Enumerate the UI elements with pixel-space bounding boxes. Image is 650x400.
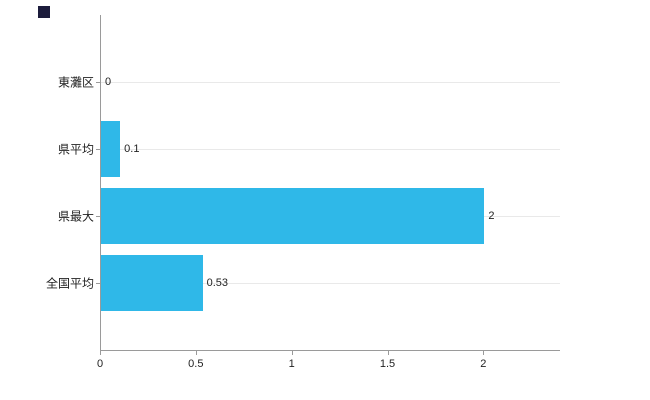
- gridline: [100, 81, 560, 83]
- y-axis-tick: [96, 149, 100, 150]
- value-label: 0.1: [124, 143, 140, 155]
- category-label: 全国平均: [45, 276, 94, 291]
- gridline: [100, 282, 560, 284]
- y-axis-tick: [96, 216, 100, 217]
- y-axis-line: [100, 15, 101, 350]
- x-axis-tick: [387, 350, 389, 355]
- x-tick-label: 0.5: [188, 358, 204, 370]
- y-axis-tick: [96, 283, 100, 284]
- gridline: [100, 148, 560, 150]
- legend-marker-icon: [38, 6, 50, 18]
- bar: [101, 188, 485, 244]
- y-axis-tick: [96, 82, 100, 83]
- category-label: 県最大: [57, 209, 94, 224]
- x-tick-label: 0: [96, 358, 104, 370]
- category-label: 県平均: [57, 142, 94, 157]
- x-tick-label: 1.5: [379, 358, 396, 370]
- bar: [101, 121, 121, 177]
- value-label: 0.53: [206, 277, 228, 289]
- value-label: 0: [105, 76, 112, 88]
- x-axis-tick: [195, 350, 197, 355]
- bar: [101, 255, 203, 311]
- value-label: 2: [488, 210, 495, 222]
- x-axis-tick: [100, 350, 101, 355]
- x-axis-tick: [483, 350, 485, 355]
- x-axis-tick: [291, 350, 293, 355]
- x-tick-label: 1: [288, 358, 295, 370]
- x-tick-label: 2: [480, 358, 487, 370]
- category-label: 東灘区: [57, 75, 94, 90]
- x-axis-line: [100, 350, 560, 351]
